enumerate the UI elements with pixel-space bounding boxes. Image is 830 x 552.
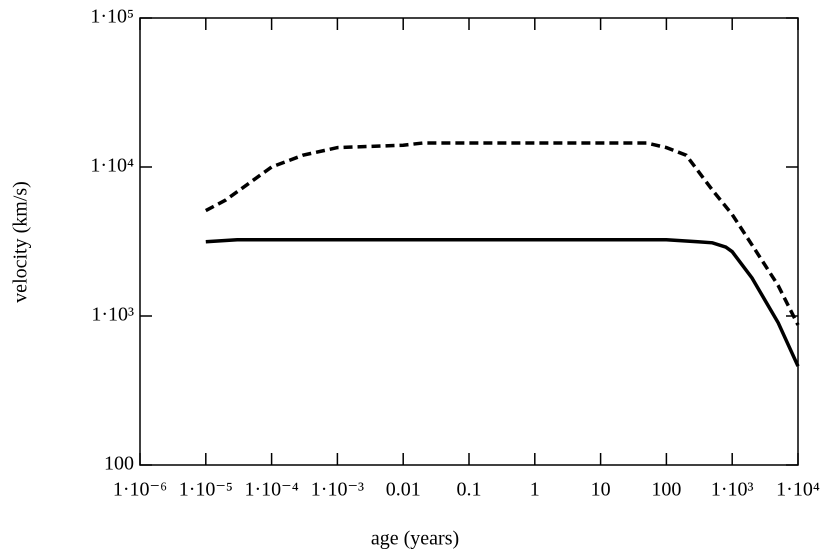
x-tick-label: 1·10⁴ [776, 479, 820, 501]
x-tick-label: 100 [651, 479, 681, 501]
x-tick-label: 1·10⁻⁴ [244, 479, 298, 501]
x-tick-label: 0.01 [386, 479, 421, 501]
x-tick-label: 1·10⁻³ [311, 479, 364, 501]
x-tick-label: 1 [530, 479, 540, 501]
y-tick-label: 1·10⁴ [90, 155, 134, 177]
x-tick-label: 1·10⁻⁵ [179, 479, 233, 501]
y-tick-label: 1·10³ [91, 304, 134, 326]
x-tick-label: 10 [591, 479, 611, 501]
x-tick-label: 1·10⁻⁶ [113, 479, 167, 501]
x-tick-label: 0.1 [457, 479, 482, 501]
x-tick-label: 1·10³ [711, 479, 754, 501]
y-axis-label: velocity (km/s) [10, 181, 32, 303]
data-line [204, 141, 800, 326]
data-line [205, 237, 800, 367]
x-axis-label: age (years) [371, 528, 459, 550]
y-tick-label: 1·10⁵ [90, 6, 134, 28]
y-tick-label: 100 [104, 453, 134, 475]
